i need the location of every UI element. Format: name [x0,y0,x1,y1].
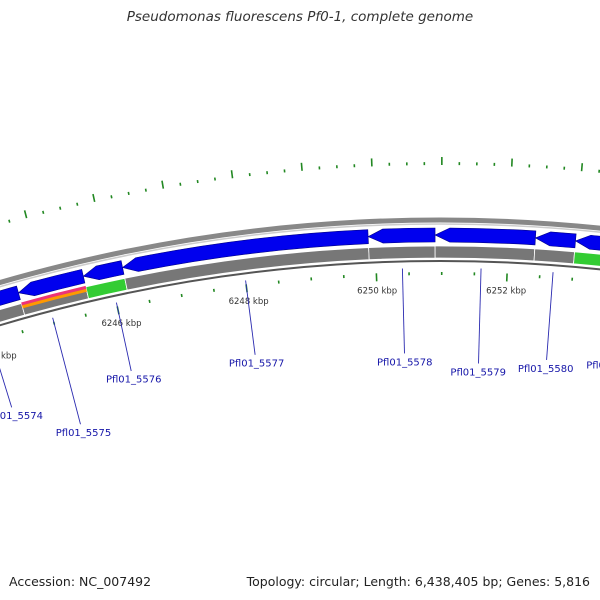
cds-arrow [574,234,600,251]
scale-tick [180,293,183,298]
accession-text: Accession: NC_007492 [9,574,152,589]
backbone-highlight [0,223,600,288]
gene-label: Pfl01_5578 [377,357,433,368]
cds-arrow [534,231,577,249]
outer-tick [59,206,62,210]
map-title: Pseudomonas fluorescens Pf0-1, complete … [126,9,474,25]
scale-tick-label: 6252 kbp [486,286,526,296]
outer-tick [110,195,113,199]
cds-arrow [367,227,436,244]
cds-track [0,227,600,306]
gene-segment [368,245,436,261]
outer-tick [300,162,303,171]
gene-label: Pfl01_5580 [518,364,574,375]
outer-tick [8,219,11,223]
cds-arrow [434,227,537,246]
gene-leader-line [546,272,554,360]
scale-tick-label: 6250 kbp [357,286,397,296]
gene-leader-line [245,280,256,355]
feature-stripe-orange [21,288,87,309]
gene-label: Pfl01_5581 [586,361,600,372]
outer-tick [580,163,584,172]
gene-label: Pfl01_5575 [56,428,112,439]
outer-tick [144,188,147,192]
scale-tick [84,313,87,317]
outer-tick [42,210,45,214]
gene-label: Pfl01_5576 [106,375,162,386]
genome-summary: Topology: circular; Length: 6,438,405 bp… [246,574,590,589]
outer-tick-ring [8,157,600,223]
outer-tick [127,191,130,196]
gene-label: Pfl01_5574 [0,411,43,422]
gene-leader-line [478,268,482,364]
backbone-line [0,217,600,286]
outer-tick [230,170,234,179]
gene-segment [533,248,576,265]
gene-leader-line [401,268,405,354]
scale-tick-label: 6244 kbp [0,352,17,362]
gene-segment [573,251,600,267]
gene-segment [434,245,536,262]
scale-tick [21,330,24,334]
gene-label: Pfl01_5577 [229,359,285,370]
gene-track [0,245,600,327]
gene-segment [85,277,128,300]
gene-leader-line [0,367,13,408]
backbone-track [0,217,600,288]
gene-leader-line [52,317,81,425]
cds-arrow [0,285,21,306]
inner-border [0,260,600,327]
outer-tick [23,210,28,219]
outer-tick [161,180,165,189]
feature-stripe-pink [21,285,87,306]
gene-leader-line [115,302,132,372]
scale-tick [148,299,151,304]
gene-label: Pfl01_5579 [450,368,506,379]
gene-labels: Pfl01_5574 Pfl01_5575 Pfl01_5576 Pfl01_5577… [0,268,600,439]
outer-tick [92,193,96,203]
outer-tick [76,202,79,206]
